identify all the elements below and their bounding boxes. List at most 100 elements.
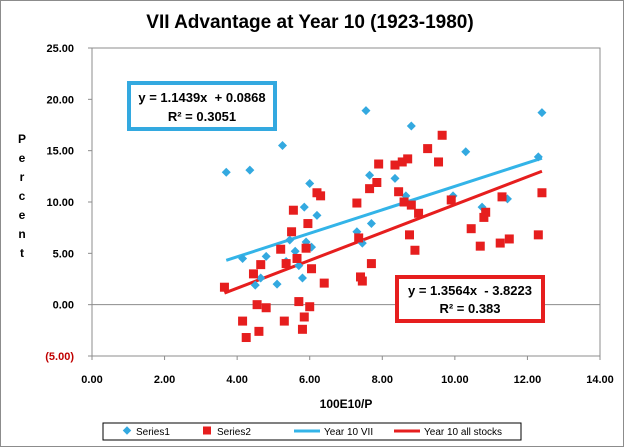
series2-point	[394, 187, 404, 197]
series2-point	[366, 259, 376, 269]
legend-series2-label: Series2	[217, 427, 251, 438]
legend-trend-vii-label: Year 10 VII	[324, 427, 373, 438]
y-tick-label: 5.00	[53, 248, 74, 260]
trendline-all-stocks	[223, 169, 543, 295]
legend-series1-marker	[122, 426, 132, 435]
series2-point	[307, 264, 317, 274]
x-tick-label: 2.00	[154, 374, 175, 386]
x-tick-label: 10.00	[441, 374, 469, 386]
series1-point	[461, 147, 471, 157]
series2-point	[254, 326, 264, 336]
y-tick-label: (5.00)	[45, 351, 74, 363]
series2-point	[297, 324, 307, 334]
series2-point	[481, 207, 491, 217]
series2-point	[316, 191, 326, 201]
y-tick-label: 15.00	[46, 146, 74, 158]
series1-point	[406, 121, 416, 131]
series1-point	[261, 251, 271, 261]
series1-point	[533, 152, 543, 162]
x-tick-label: 0.00	[81, 374, 102, 386]
series2-point	[301, 243, 311, 253]
series1-point	[250, 280, 260, 290]
series2-point	[406, 200, 416, 210]
series1-point	[256, 273, 266, 283]
trendlines-layer	[223, 156, 543, 295]
series2-point	[219, 282, 229, 292]
series1-point	[365, 170, 375, 180]
series1-point	[366, 219, 376, 229]
series1-point	[290, 246, 300, 256]
x-tick-label: 8.00	[372, 374, 393, 386]
equation-box-vii: y = 1.1439x + 0.0868 R² = 0.3051	[127, 81, 277, 131]
points-layer	[219, 106, 547, 343]
series2-point	[248, 269, 258, 279]
series1-point	[245, 165, 255, 175]
equation-vii-label: y = 1.1439x + 0.0868	[138, 90, 265, 105]
series2-point	[294, 297, 304, 307]
series2-point	[281, 259, 291, 269]
series2-point	[414, 208, 424, 218]
series1-point	[285, 235, 295, 245]
series2-point	[434, 157, 444, 167]
series2-point	[497, 192, 507, 202]
series2-point	[357, 276, 367, 286]
series2-point	[495, 238, 505, 248]
series2-point	[504, 234, 514, 244]
x-axis-label: 100E10/P	[320, 397, 373, 411]
chart-title: VII Advantage at Year 10 (1923-1980)	[146, 12, 473, 33]
series1-point	[390, 173, 400, 183]
y-tick-label: 25.00	[46, 43, 74, 55]
series2-point	[241, 333, 251, 343]
series1-point	[537, 108, 547, 118]
series2-point	[303, 219, 313, 229]
series2-point	[446, 195, 456, 205]
equation-all-stocks-label: y = 1.3564x - 3.8223	[408, 283, 532, 298]
series2-point	[279, 316, 289, 326]
series1-point	[272, 279, 282, 289]
series2-point	[287, 227, 297, 237]
y-tick-label: 20.00	[46, 94, 74, 106]
y-tick-label: 10.00	[46, 197, 74, 209]
series1-point	[297, 273, 307, 283]
series2-point	[238, 316, 248, 326]
series2-point	[374, 159, 384, 169]
equation-box-all-stocks: y = 1.3564x - 3.8223 R² = 0.383	[395, 275, 545, 323]
series1-point	[221, 167, 231, 177]
trendline-vii	[225, 156, 543, 262]
series1-point	[361, 106, 371, 116]
series2-point	[475, 241, 485, 251]
series2-point	[410, 245, 420, 255]
series2-point	[397, 157, 407, 167]
series2-point	[292, 253, 302, 263]
series2-point	[305, 302, 315, 312]
ticks-layer: (5.00) 0.00 5.00 10.00 15.00 20.00 25.00 0.00 2.…	[45, 43, 614, 386]
legend-series2-marker	[203, 426, 211, 435]
series2-point	[252, 300, 262, 310]
series2-point	[352, 198, 362, 208]
series2-point	[437, 130, 447, 140]
series1-point	[238, 253, 248, 263]
y-tick-label: 0.00	[53, 300, 74, 312]
series2-point	[533, 230, 543, 240]
x-tick-label: 12.00	[514, 374, 542, 386]
x-tick-label: 14.00	[586, 374, 614, 386]
series2-point	[405, 230, 414, 240]
series2-point	[399, 197, 409, 207]
series2-point	[276, 244, 286, 254]
legend: Series1 Series2 Year 10 VII Year 10 all …	[102, 422, 522, 441]
series2-point	[423, 144, 433, 154]
series2-point	[479, 212, 489, 222]
r2-all-stocks-label: R² = 0.383	[439, 301, 500, 316]
series2-point	[354, 233, 364, 243]
series1-point	[294, 261, 304, 271]
series2-point	[288, 205, 298, 215]
series2-point	[319, 278, 329, 288]
series1-point	[299, 202, 309, 212]
series2-point	[256, 260, 266, 270]
legend-trend-all-stocks-label: Year 10 all stocks	[424, 427, 502, 438]
series2-point	[466, 224, 476, 234]
series2-point	[372, 177, 382, 187]
x-tick-label: 4.00	[226, 374, 247, 386]
equation-box-vii-border	[127, 81, 277, 131]
